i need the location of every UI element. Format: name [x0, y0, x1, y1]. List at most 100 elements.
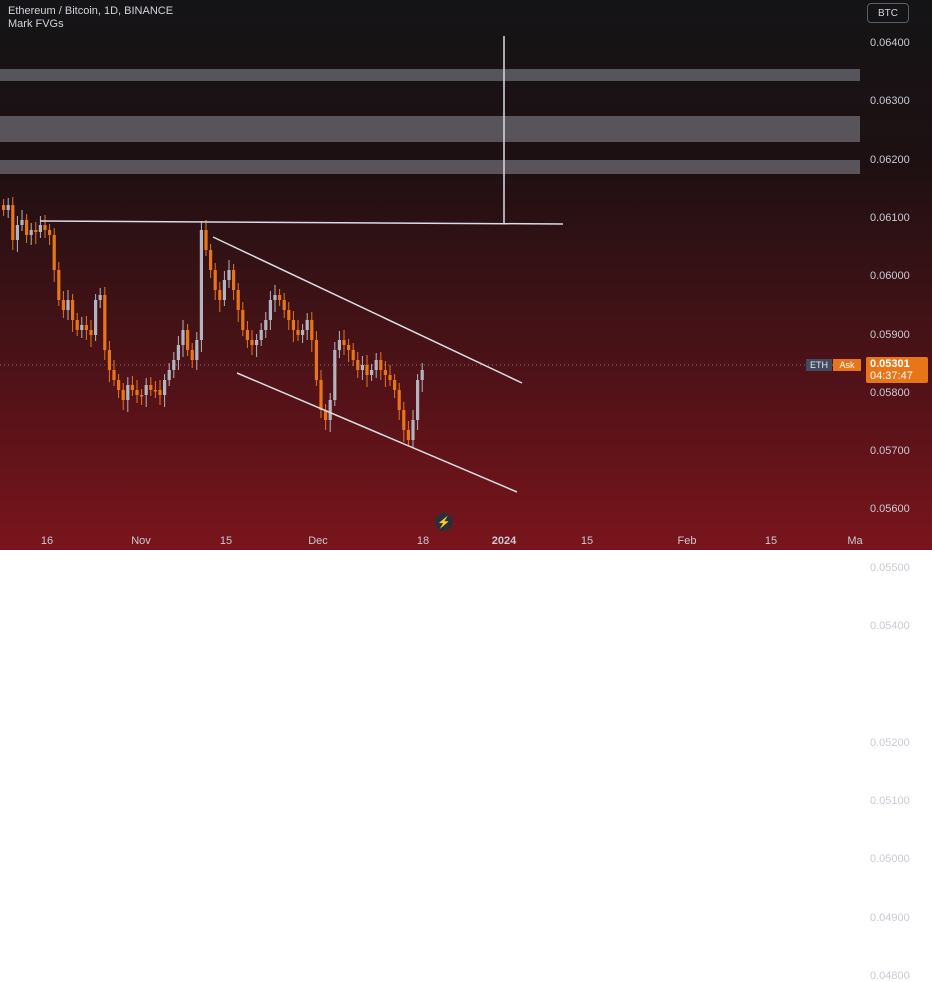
candle-body [333, 350, 337, 400]
price-tick-label: 0.04900 [870, 911, 910, 924]
price-tick-label: 0.06300 [870, 95, 910, 108]
trend-line[interactable] [39, 220, 564, 225]
price-tick-label: 0.06400 [870, 37, 910, 49]
candle-body [347, 345, 351, 350]
chart-background [0, 0, 932, 550]
price-tick-label: 0.06000 [870, 270, 910, 283]
trend-line[interactable] [212, 236, 523, 384]
candle-body [43, 225, 47, 230]
candle-body [241, 310, 245, 330]
price-tick-label: 0.05600 [870, 503, 910, 516]
price-tick-label: 0.05800 [870, 386, 910, 399]
candle-body [370, 370, 374, 375]
candle-body [38, 225, 42, 232]
candle-body [406, 430, 410, 440]
lightning-icon[interactable]: ⚡ [435, 513, 453, 531]
candle-body [365, 365, 369, 375]
candle-body [218, 290, 222, 300]
candle-body [209, 250, 213, 270]
indicator-legend[interactable]: Mark FVGs [8, 18, 64, 30]
trend-lines[interactable] [39, 36, 564, 493]
candle-body [15, 225, 19, 240]
symbol-badge: ETH [806, 359, 832, 371]
time-axis[interactable]: 16 Nov 15 Dec 18 2024 15 Feb 15 Ma [0, 528, 863, 550]
time-tick-label: Ma [847, 535, 863, 547]
last-price-tag: 0.05301 04:37:47 [866, 357, 928, 383]
candle-body [117, 380, 121, 390]
candle-body [328, 400, 332, 420]
candle-body [112, 370, 116, 380]
compare-symbol-button[interactable]: BTC [867, 3, 909, 23]
candle-body [195, 340, 199, 360]
candle-body [84, 325, 88, 330]
price-tick-label: 0.04800 [870, 969, 910, 982]
candle-body [268, 300, 272, 320]
candle-body [388, 375, 392, 380]
candle-body [411, 420, 415, 440]
candlestick-chart[interactable] [0, 0, 860, 528]
candle-body [135, 390, 139, 395]
bar-countdown: 04:37:47 [870, 370, 913, 382]
price-tick-label: 0.05500 [870, 561, 910, 574]
candle-body [356, 360, 360, 370]
candle-body [34, 230, 38, 232]
fvg-zone [0, 160, 860, 174]
price-tick-label: 0.06100 [870, 211, 910, 224]
chart-legend-title[interactable]: Ethereum / Bitcoin, 1D, BINANCE [8, 5, 174, 17]
candle-body [232, 270, 236, 290]
candle-body [416, 380, 420, 420]
last-price-value: 0.05301 [870, 358, 910, 370]
price-tick-label: 0.05100 [870, 794, 910, 807]
candle-body [57, 270, 61, 300]
candle-body [11, 205, 15, 240]
candle-body [149, 385, 153, 390]
fvg-zones [0, 69, 860, 174]
candle-body [20, 220, 24, 225]
candle-body [172, 360, 176, 370]
price-tick-label: 0.06200 [870, 153, 910, 166]
candle-body [319, 380, 323, 410]
time-tick-label: 15 [764, 535, 778, 547]
candle-body [190, 350, 194, 360]
candle-body [2, 205, 6, 210]
candle-body [259, 330, 263, 340]
candle-body [204, 230, 208, 250]
candle-body [296, 330, 300, 335]
candle-body [227, 270, 231, 280]
candle-body [153, 390, 157, 392]
candle-body [140, 395, 144, 397]
candle-body [420, 370, 424, 380]
candle-body [75, 320, 79, 330]
candle-body [89, 330, 93, 335]
candle-body [360, 365, 364, 370]
fvg-zone [0, 69, 860, 81]
candle-body [342, 340, 346, 345]
candle-body [250, 340, 254, 345]
candle-body [176, 345, 180, 360]
candle-body [25, 220, 29, 235]
candle-body [374, 360, 378, 370]
candle-body [236, 290, 240, 310]
candle-body [29, 230, 33, 235]
candle-body [144, 385, 148, 395]
candle-body [379, 360, 383, 370]
candle-body [130, 385, 134, 390]
candle-body [52, 235, 56, 270]
candle-body [402, 410, 406, 430]
time-tick-label: 16 [40, 535, 54, 547]
candle-body [181, 330, 185, 345]
price-axis[interactable]: 0.06400 0.06300 0.06200 0.06100 0.06000 0.059… [860, 0, 932, 982]
ask-badge: Ask [833, 359, 861, 371]
candle-body [264, 320, 268, 330]
candle-body [324, 410, 328, 420]
trend-line[interactable] [236, 372, 518, 493]
candle-body [393, 380, 397, 390]
price-tick-label: 0.05900 [870, 328, 910, 341]
candle-body [107, 350, 111, 370]
price-tick-label: 0.05200 [870, 736, 910, 749]
time-tick-label: Nov [131, 535, 151, 547]
candle-body [337, 340, 341, 350]
candle-body [314, 340, 318, 380]
candle-body [61, 300, 65, 310]
candle-body [397, 390, 401, 410]
